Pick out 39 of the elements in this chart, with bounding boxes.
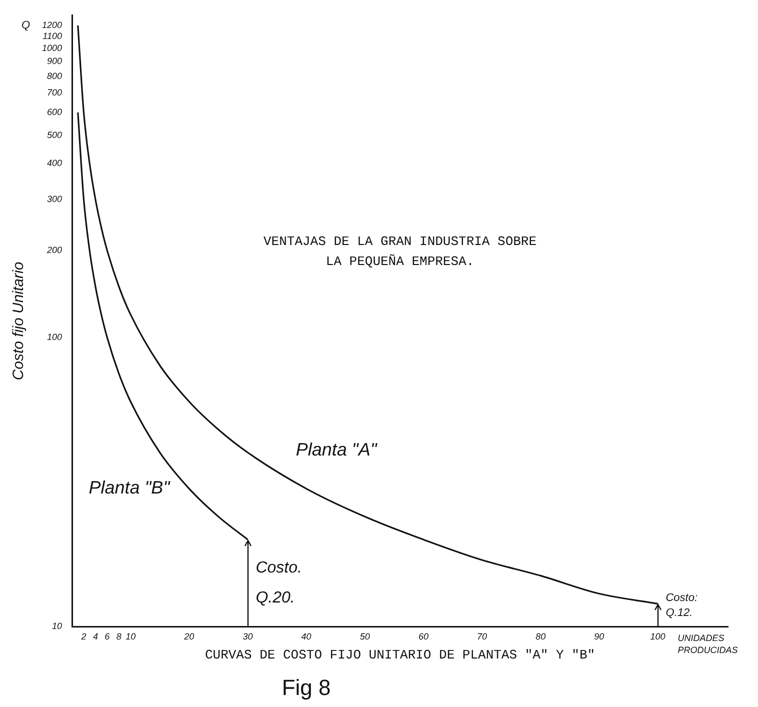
- x-tick-label: 40: [301, 632, 312, 642]
- y-tick-label: 200: [46, 244, 62, 255]
- y-tick-label: 300: [46, 194, 62, 204]
- y-tick-label: 1000: [42, 42, 62, 53]
- annotation: Costo: Q.12.: [666, 592, 698, 619]
- series-label: Planta "B": [88, 478, 172, 498]
- x-tick-label: 10: [126, 632, 136, 642]
- y-tick-label: 1200: [42, 20, 62, 30]
- y-tick-label: 10: [52, 621, 62, 632]
- x-tick-label: 4: [92, 632, 98, 642]
- y-tick-label: 400: [46, 158, 62, 168]
- x-tick-label: 100: [650, 632, 666, 642]
- x-tick-label: 20: [183, 632, 194, 642]
- y-tick-label: 1100: [42, 30, 62, 41]
- annotation: Costo. Q.20.: [256, 560, 302, 607]
- y-tick-label: 900: [46, 56, 62, 66]
- x-axis-title: CURVAS DE COSTO FIJO UNITARIO DE PLANTAS "A" Y "B": [204, 648, 596, 663]
- x-tick-label: 6: [104, 632, 110, 642]
- y-axis-title: Costo fijo Unitario: [10, 262, 28, 380]
- x-tick-label: 8: [116, 632, 122, 642]
- y-tick-label: 700: [46, 88, 62, 98]
- x-tick-label: 50: [360, 632, 370, 642]
- caption: Fig 8: [282, 675, 331, 700]
- text: Q: [21, 20, 30, 32]
- series-label: Planta "A": [296, 440, 378, 460]
- y-tick-label: 100: [46, 332, 62, 342]
- y-tick-label: 600: [46, 106, 62, 117]
- x-tick-label: 80: [536, 632, 546, 642]
- text: UNIDADES PRODUCIDAS: [678, 633, 738, 656]
- line-series: [77, 24, 659, 605]
- x-tick-label: 2: [80, 632, 86, 642]
- text: VENTAJAS DE LA GRAN INDUSTRIA SOBRE LA PEQUEÑA EMPRESA.: [263, 234, 537, 269]
- x-tick-label: 30: [242, 632, 253, 642]
- x-tick-label: 70: [477, 632, 488, 642]
- y-tick-label: 800: [46, 70, 62, 81]
- line-series: [77, 112, 249, 540]
- y-tick-label: 500: [46, 130, 62, 140]
- x-tick-label: 90: [594, 632, 604, 642]
- x-tick-label: 60: [418, 632, 428, 642]
